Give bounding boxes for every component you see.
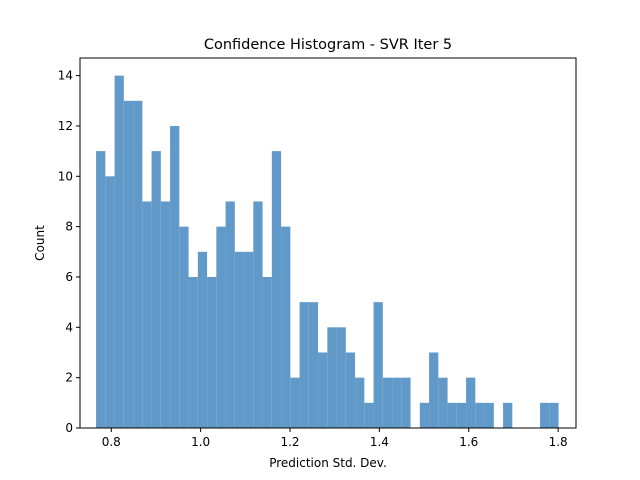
y-axis-ticks: 0 2 4 6 8 10 12 14 [58, 69, 80, 435]
histogram-bar [281, 226, 291, 428]
histogram-bar [299, 302, 309, 428]
histogram-bar [123, 100, 134, 428]
histogram-bar [244, 251, 254, 428]
y-tick-label: 12 [58, 119, 73, 133]
chart-title: Confidence Histogram - SVR Iter 5 [204, 37, 452, 53]
y-tick-label: 4 [65, 320, 73, 334]
histogram-bar [392, 377, 402, 428]
histogram-bar [105, 176, 115, 428]
y-axis-label: Count [33, 225, 47, 261]
x-axis-ticks: 0.8 1.0 1.2 1.4 1.6 1.8 [102, 428, 568, 449]
histogram-bar [133, 100, 143, 428]
y-tick-label: 2 [65, 371, 73, 385]
histogram-bar [271, 151, 282, 428]
histogram-bar [382, 377, 393, 428]
histogram-bar [475, 402, 485, 428]
histogram-bar [345, 352, 356, 428]
x-tick-label: 1.2 [280, 435, 299, 449]
x-tick-label: 1.8 [549, 435, 568, 449]
histogram-bar [96, 151, 106, 428]
histogram-bar [216, 226, 226, 428]
histogram-bar [336, 327, 346, 428]
histogram-bar [466, 377, 476, 428]
histogram-bar [318, 352, 328, 428]
histogram-bar [197, 251, 208, 428]
histogram-bar [151, 151, 161, 428]
histogram-bar [290, 377, 300, 428]
plot-frame [79, 57, 577, 429]
histogram-bar [142, 201, 152, 428]
histogram-bar [327, 327, 337, 428]
histogram-bar [170, 125, 180, 429]
histogram-bar [419, 402, 430, 428]
histogram-bar [262, 276, 272, 428]
x-tick-label: 1.0 [191, 435, 210, 449]
x-tick-label: 0.8 [102, 435, 121, 449]
histogram-bar [207, 276, 217, 428]
histogram-bar [429, 352, 439, 428]
histogram-bar [364, 402, 374, 428]
histogram-bar [253, 201, 263, 428]
histogram-bar [308, 302, 319, 428]
histogram-bar [188, 276, 198, 428]
y-tick-label: 0 [65, 421, 73, 435]
histogram-bar [447, 402, 457, 428]
histogram-bar [114, 75, 124, 428]
histogram-bar [456, 402, 467, 428]
x-tick-label: 1.4 [370, 435, 389, 449]
histogram-bar [438, 377, 448, 428]
histogram-bar [355, 377, 365, 428]
y-tick-label: 6 [65, 270, 73, 284]
y-tick-label: 10 [58, 169, 73, 183]
histogram-bar [549, 402, 559, 428]
histogram-bars [96, 75, 559, 429]
x-axis-label: Prediction Std. Dev. [269, 456, 387, 470]
histogram-bar [373, 302, 383, 428]
y-tick-label: 8 [65, 220, 73, 234]
histogram-bar [234, 251, 245, 428]
histogram-bar [484, 402, 494, 428]
x-tick-label: 1.6 [459, 435, 478, 449]
histogram-bar [401, 377, 411, 428]
histogram-bar [160, 201, 171, 428]
histogram-bar [503, 402, 513, 428]
histogram-bar [179, 226, 189, 428]
y-tick-label: 14 [58, 69, 73, 83]
histogram-bar [540, 402, 550, 428]
histogram-bar [225, 201, 235, 428]
